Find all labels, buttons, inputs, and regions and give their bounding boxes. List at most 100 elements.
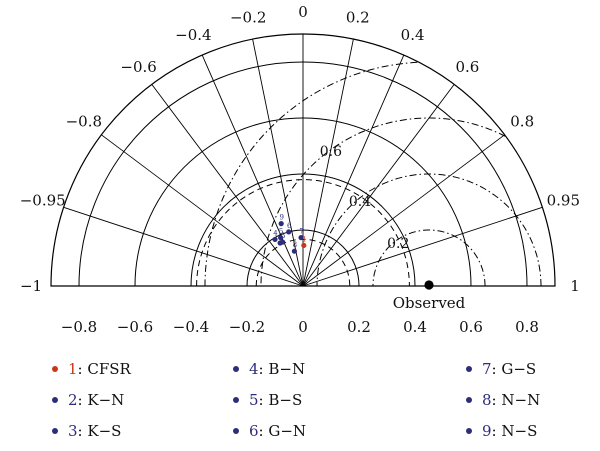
data-point-label-9: 9 [279, 214, 283, 222]
correlation-line [302, 54, 405, 287]
std-axis-tick-label: 0 [298, 318, 308, 336]
rms-arc [372, 229, 486, 286]
correlation-tick-label: 1 [570, 277, 580, 295]
data-point-label-7: 7 [299, 228, 303, 236]
correlation-tick-label: −0.6 [120, 58, 156, 76]
correlation-line [302, 134, 505, 287]
correlation-tick-label: −0.2 [230, 9, 266, 27]
correlation-tick-label: −1 [20, 277, 42, 295]
legend-number: 3 [68, 422, 78, 440]
legend-item-7: 7: G−S [466, 360, 536, 378]
data-point-label-5: 5 [279, 228, 283, 236]
legend-separator: : [258, 360, 269, 378]
legend-label: N−N [501, 391, 541, 409]
std-arc-dashed [196, 179, 410, 287]
legend: 1: CFSR 2: K−N 3: K−S 4: B−N 5: B−S 6: G−N 7: … [0, 352, 600, 447]
std-axis-tick-label: −0.8 [61, 318, 97, 336]
correlation-tick-label: −0.8 [66, 113, 102, 131]
data-point-label-1: 1 [302, 235, 306, 243]
legend-label: G−N [268, 422, 307, 440]
legend-marker [466, 428, 472, 434]
data-point-label-4: 4 [273, 229, 278, 237]
legend-item-1: 1: CFSR [52, 360, 131, 378]
data-point-9 [278, 221, 284, 227]
std-axis-tick-label: −0.6 [117, 318, 153, 336]
rms-arc-label: 0.6 [320, 144, 342, 160]
std-axis-tick-label: 0.4 [403, 318, 427, 336]
outer-arc [50, 33, 556, 287]
legend-label: N−S [501, 422, 538, 440]
data-point-5 [278, 235, 284, 241]
std-axis-tick-label: −0.2 [229, 318, 265, 336]
legend-label: B−N [268, 360, 306, 378]
legend-label: G−S [501, 360, 537, 378]
correlation-line [302, 84, 455, 287]
legend-number: 8 [482, 391, 492, 409]
std-axis-tick-label: 0.6 [459, 318, 483, 336]
legend-label: K−S [87, 422, 122, 440]
data-point-label-3: 3 [281, 232, 285, 240]
observed-label: Observed [393, 294, 466, 312]
legend-number: 6 [249, 422, 259, 440]
legend-item-8: 8: N−N [466, 391, 540, 409]
rms-arc-label: 0.4 [349, 194, 371, 210]
legend-separator: : [258, 391, 269, 409]
correlation-tick-label: 0.6 [455, 58, 479, 76]
legend-label: B−S [268, 391, 303, 409]
tick-labels-layer: 0 0.2 0.4 0.6 0.8 0.95 1 −0.2 −0.4 −0.6 −0.8 −0.95 −… [20, 3, 580, 336]
legend-number: 7 [482, 360, 492, 378]
data-point-label-8: 8 [293, 241, 297, 249]
legend-marker [233, 428, 239, 434]
legend-marker [233, 366, 239, 372]
correlation-tick-label: 0.8 [510, 113, 534, 131]
legend-label: CFSR [87, 360, 131, 378]
legend-label: K−N [87, 391, 125, 409]
legend-marker [52, 428, 58, 434]
data-point-3 [280, 239, 286, 245]
legend-marker [52, 397, 58, 403]
legend-separator: : [77, 360, 88, 378]
legend-number: 2 [68, 391, 78, 409]
legend-separator: : [258, 422, 269, 440]
legend-separator: : [491, 360, 502, 378]
rms-arcs-layer: 0.2 0.4 0.6 [204, 61, 542, 286]
data-point-label-6: 6 [287, 222, 292, 230]
data-point-1 [301, 242, 307, 249]
data-point-7 [298, 234, 304, 241]
correlation-tick-label: 0 [298, 3, 308, 21]
correlation-tick-label: 0.95 [547, 191, 580, 209]
legend-number: 4 [249, 360, 259, 378]
legend-separator: : [491, 422, 502, 440]
legend-number: 5 [249, 391, 259, 409]
legend-item-6: 6: G−N [233, 422, 306, 440]
correlation-line [201, 54, 304, 287]
legend-item-3: 3: K−S [52, 422, 121, 440]
std-axis-tick-label: 0.2 [347, 318, 371, 336]
data-point-6 [286, 229, 292, 235]
legend-separator: : [77, 391, 88, 409]
rms-arc [260, 117, 506, 286]
observed-point [424, 280, 434, 290]
points-layer: 123456789Observed [272, 214, 466, 312]
legend-item-5: 5: B−S [233, 391, 302, 409]
legend-item-2: 2: K−N [52, 391, 124, 409]
legend-separator: : [77, 422, 88, 440]
correlation-tick-label: 0.2 [346, 9, 370, 27]
correlation-tick-label: −0.4 [175, 26, 211, 44]
legend-item-9: 9: N−S [466, 422, 537, 440]
legend-marker [52, 366, 58, 372]
data-point-4 [272, 236, 278, 243]
std-axis-tick-label: −0.4 [173, 318, 209, 336]
correlation-line [101, 134, 304, 287]
data-point-8 [291, 248, 297, 254]
legend-marker [233, 397, 239, 403]
legend-number: 1 [68, 360, 78, 378]
correlation-line [151, 84, 304, 287]
rms-arc [204, 61, 418, 286]
correlation-line [302, 206, 543, 287]
std-axis-tick-label: 0.8 [515, 318, 539, 336]
correlation-tick-label: 0.4 [401, 26, 425, 44]
correlation-tick-label: −0.95 [20, 191, 66, 209]
correlation-line [302, 39, 354, 287]
